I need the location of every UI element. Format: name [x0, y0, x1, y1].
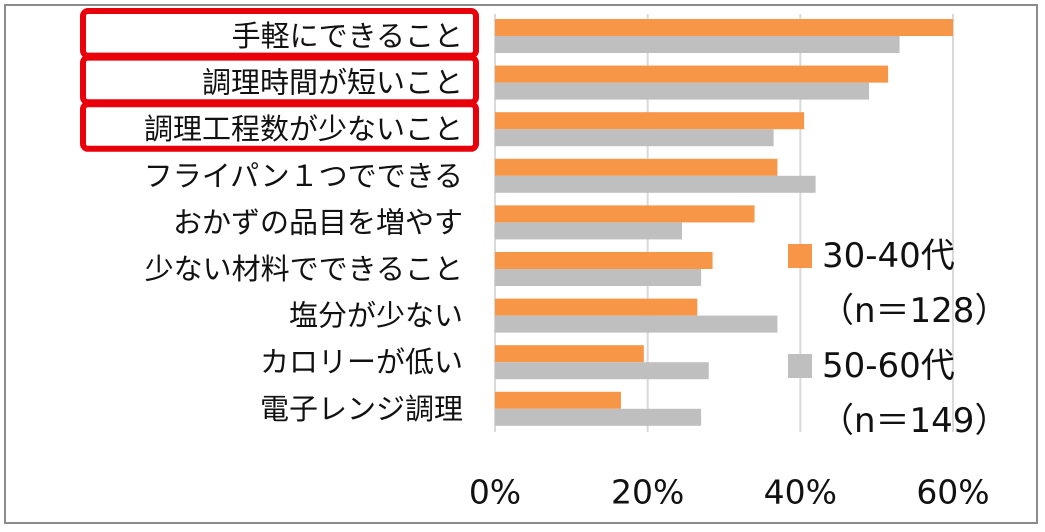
bar-series1-cat7 — [495, 362, 709, 380]
bar-series0-cat4 — [495, 205, 755, 223]
x-tick-label-0: 0% — [469, 473, 521, 512]
category-label-1: 調理時間が短いこと — [202, 66, 463, 100]
category-label-7: カロリーが低い — [260, 345, 463, 379]
bar-series1-cat2 — [495, 129, 774, 147]
bar-series0-cat0 — [495, 19, 953, 36]
category-label-2: 調理工程数が少ないこと — [144, 112, 463, 146]
legend-swatch-1 — [788, 354, 812, 378]
x-tick-label-2: 40% — [764, 473, 837, 512]
legend-swatch-0 — [788, 244, 812, 268]
bar-series1-cat3 — [495, 175, 816, 193]
bars — [495, 19, 953, 426]
bar-series0-cat7 — [495, 345, 644, 363]
category-label-3: フライパン１つでできる — [144, 159, 463, 193]
bar-series0-cat3 — [495, 158, 778, 176]
category-label-0: 手軽にできること — [232, 19, 463, 53]
highlight-box-2 — [80, 101, 479, 152]
bar-series1-cat8 — [495, 408, 702, 426]
bar-series0-cat1 — [495, 65, 889, 83]
bar-series0-cat5 — [495, 252, 713, 269]
legend-sample-1: （n＝149） — [820, 401, 1008, 441]
x-tick-label-1: 20% — [611, 473, 684, 512]
bar-series1-cat0 — [495, 36, 900, 53]
category-label-6: 塩分が少ない — [289, 299, 463, 333]
bar-series0-cat8 — [495, 391, 621, 409]
legend: 30-40代 （n＝128） 50-60代 （n＝149） — [788, 236, 1008, 441]
bar-series1-cat1 — [495, 82, 870, 100]
category-label-5: 少ない材料でできること — [145, 252, 463, 286]
bar-series0-cat6 — [495, 298, 698, 316]
bar-series0-cat2 — [495, 112, 805, 130]
highlight-boxes — [80, 8, 479, 152]
category-labels: 手軽にできること調理時間が短いこと調理工程数が少ないことフライパン１つでできるお… — [144, 19, 463, 426]
bar-series1-cat5 — [495, 269, 702, 286]
x-axis-ticks: 0% 20% 40% 60% — [469, 473, 990, 512]
legend-sample-0: （n＝128） — [820, 291, 1008, 331]
category-label-4: おかずの品目を増やす — [173, 205, 463, 239]
legend-label-0: 30-40代 — [822, 236, 955, 276]
bar-series1-cat4 — [495, 222, 683, 240]
legend-label-1: 50-60代 — [822, 346, 955, 386]
x-tick-label-3: 60% — [916, 473, 989, 512]
bar-series1-cat6 — [495, 315, 778, 333]
category-label-8: 電子レンジ調理 — [260, 392, 463, 426]
